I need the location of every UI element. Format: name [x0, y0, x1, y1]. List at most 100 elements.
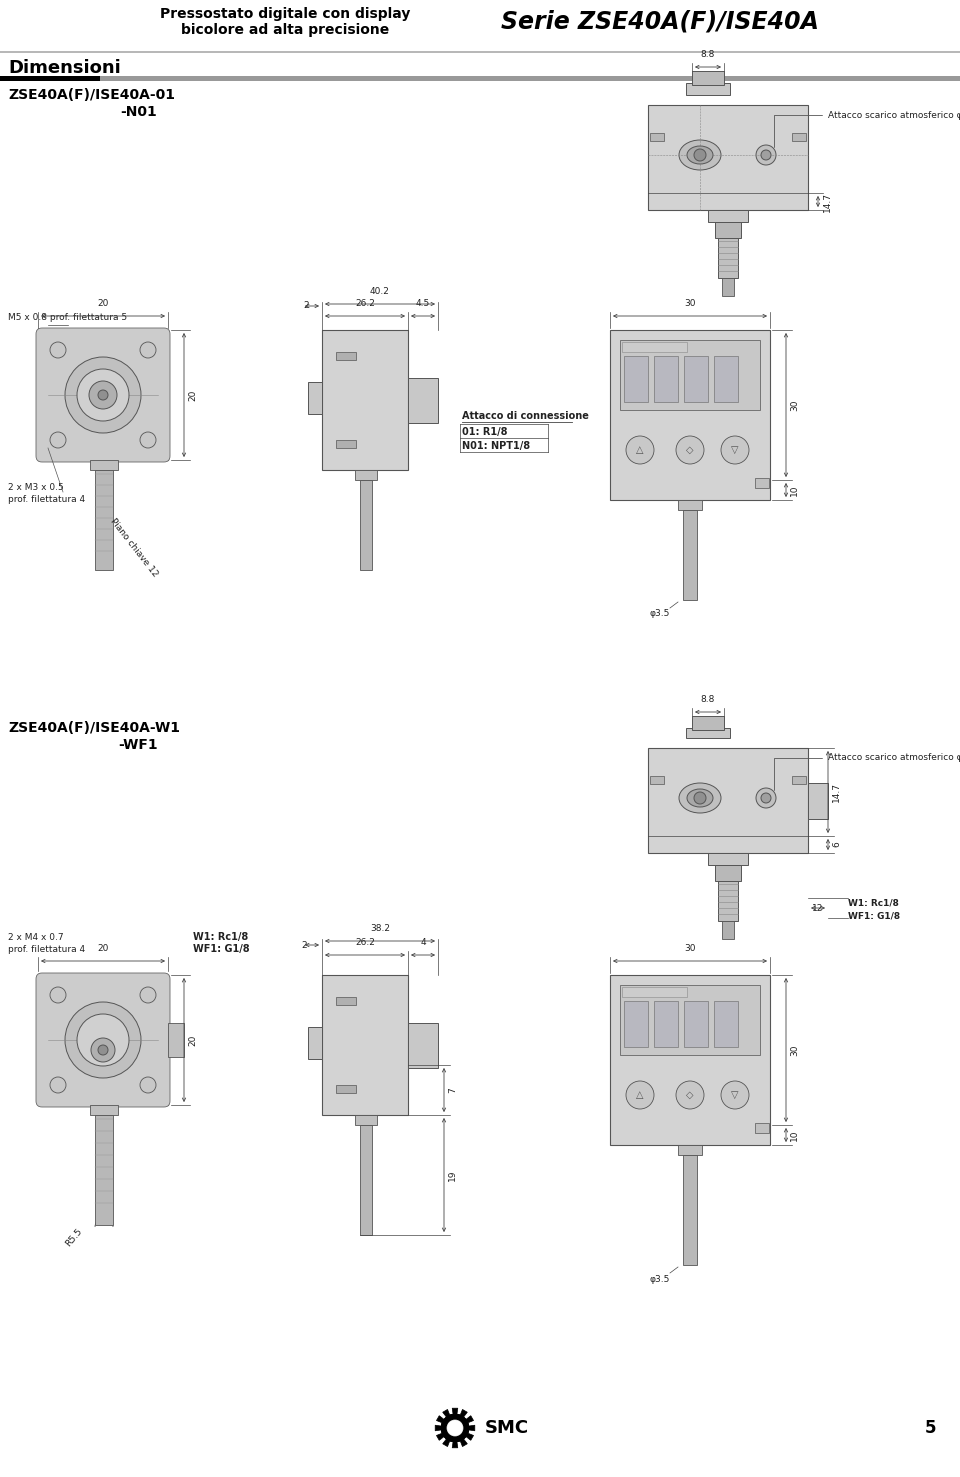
Text: 20: 20	[188, 1034, 197, 1046]
Text: -N01: -N01	[120, 105, 156, 120]
Circle shape	[721, 1081, 749, 1109]
Circle shape	[694, 149, 706, 161]
Circle shape	[98, 1046, 108, 1055]
Text: 14.7: 14.7	[823, 192, 832, 211]
Text: φ3.5: φ3.5	[650, 610, 670, 619]
Text: -WF1: -WF1	[118, 738, 157, 752]
Text: 30: 30	[684, 944, 696, 953]
Text: φ3.5: φ3.5	[650, 1275, 670, 1284]
Bar	[678, 501, 702, 510]
Circle shape	[50, 1077, 66, 1093]
Bar	[100, 75, 960, 81]
Text: 26.2: 26.2	[355, 938, 375, 947]
Bar	[714, 1001, 738, 1047]
Bar	[678, 1145, 702, 1155]
Bar	[792, 133, 806, 140]
Text: Attacco di connessione: Attacco di connessione	[462, 411, 588, 421]
Text: W1: Rc1/8: W1: Rc1/8	[848, 898, 899, 907]
Bar	[650, 133, 664, 140]
Circle shape	[50, 343, 66, 357]
Bar	[460, 425, 548, 437]
Bar	[684, 1001, 708, 1047]
Circle shape	[761, 151, 771, 160]
Bar	[654, 356, 678, 402]
Bar	[648, 105, 808, 210]
Ellipse shape	[679, 783, 721, 812]
Bar	[654, 1001, 678, 1047]
Bar	[683, 1155, 697, 1264]
Bar	[722, 278, 734, 295]
Circle shape	[447, 1419, 463, 1436]
Circle shape	[77, 1015, 129, 1066]
Bar	[336, 1086, 356, 1093]
Bar	[686, 83, 730, 95]
Bar	[355, 470, 377, 480]
Text: M5 x 0.8 prof. filettatura 5: M5 x 0.8 prof. filettatura 5	[8, 313, 127, 322]
Bar	[722, 922, 734, 939]
Bar	[308, 383, 322, 414]
Ellipse shape	[679, 140, 721, 170]
Bar	[792, 775, 806, 784]
Circle shape	[91, 1038, 115, 1062]
Text: 38.2: 38.2	[370, 925, 390, 933]
Text: 30: 30	[790, 399, 799, 411]
Bar	[755, 1123, 769, 1133]
Bar	[648, 747, 808, 854]
Bar	[622, 987, 687, 997]
Text: 12: 12	[812, 904, 824, 913]
Text: SMC PRESSURE: SMC PRESSURE	[625, 344, 673, 350]
Text: ▽: ▽	[732, 1090, 739, 1100]
Bar	[692, 71, 724, 86]
Text: Dimensioni: Dimensioni	[8, 59, 121, 77]
Circle shape	[77, 369, 129, 421]
Text: 4: 4	[420, 938, 426, 947]
Bar	[708, 210, 748, 222]
Bar	[718, 880, 738, 922]
Circle shape	[676, 436, 704, 464]
Circle shape	[65, 1001, 141, 1078]
Bar	[610, 329, 770, 501]
Circle shape	[50, 431, 66, 448]
Text: Serie ZSE40A(F)/ISE40A: Serie ZSE40A(F)/ISE40A	[501, 10, 819, 34]
Text: 2: 2	[301, 941, 307, 950]
Bar	[168, 1024, 184, 1058]
Text: Attacco scarico atmosferico φ2.6: Attacco scarico atmosferico φ2.6	[774, 111, 960, 148]
Text: △: △	[636, 1090, 644, 1100]
Text: Attacco scarico atmosferico φ2.6: Attacco scarico atmosferico φ2.6	[774, 753, 960, 790]
Bar	[336, 997, 356, 1004]
Text: ▽: ▽	[732, 445, 739, 455]
Bar	[0, 75, 100, 81]
Bar	[708, 854, 748, 866]
Circle shape	[441, 1413, 469, 1442]
Text: △: △	[636, 445, 644, 455]
Text: ZSE40A(F)/ISE40A-01: ZSE40A(F)/ISE40A-01	[8, 89, 175, 102]
Bar	[38, 975, 168, 1105]
Text: ◇: ◇	[686, 1090, 694, 1100]
Text: 2: 2	[303, 301, 309, 310]
Circle shape	[140, 1077, 156, 1093]
Bar	[683, 510, 697, 600]
Text: 6: 6	[832, 842, 841, 848]
Text: 26.2: 26.2	[355, 298, 375, 309]
Circle shape	[50, 987, 66, 1003]
Bar	[624, 356, 648, 402]
Bar	[610, 975, 770, 1145]
Text: R5.5: R5.5	[64, 1226, 84, 1248]
Text: N01: NPT1/8: N01: NPT1/8	[462, 442, 530, 450]
Bar	[95, 1115, 113, 1224]
Circle shape	[676, 1081, 704, 1109]
Circle shape	[756, 145, 776, 165]
Text: 8.8: 8.8	[701, 696, 715, 705]
FancyBboxPatch shape	[36, 973, 170, 1106]
Text: 7: 7	[448, 1087, 457, 1093]
FancyBboxPatch shape	[36, 328, 170, 462]
Text: 01: R1/8: 01: R1/8	[462, 427, 508, 437]
Text: 30: 30	[790, 1044, 799, 1056]
Bar	[715, 222, 741, 238]
Text: prof. filettatura 4: prof. filettatura 4	[8, 944, 85, 954]
Bar	[95, 470, 113, 570]
Bar	[620, 985, 760, 1055]
Text: 40.2: 40.2	[370, 287, 390, 295]
Text: W1: Rc1/8: W1: Rc1/8	[193, 932, 249, 942]
Text: 5: 5	[924, 1419, 936, 1437]
